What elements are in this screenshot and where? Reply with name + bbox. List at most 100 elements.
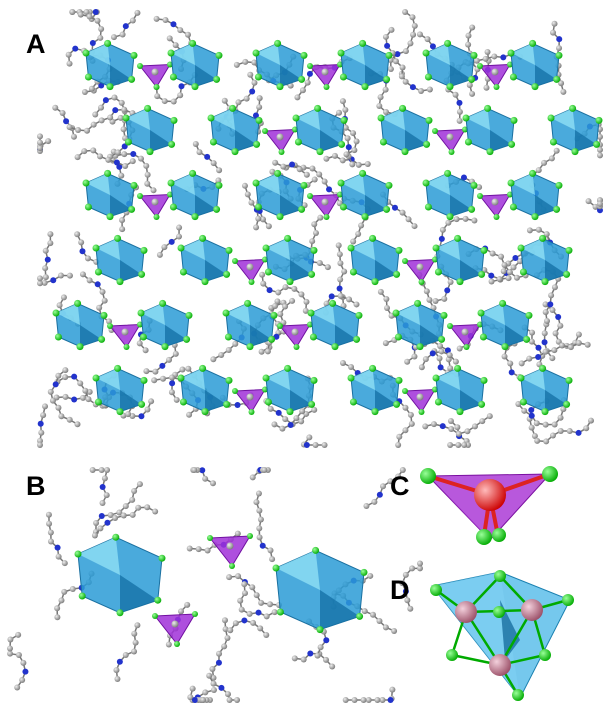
carbon-atom [169,389,175,395]
metal-atom [122,329,129,336]
ligand-atom [572,148,579,155]
carbon-atom [222,617,228,623]
ligand-atom [529,170,536,177]
ligand-atom [277,609,284,616]
carbon-atom [173,42,179,48]
panel-label: D [390,575,410,605]
ligand-atom [372,278,379,285]
carbon-atom [114,676,120,682]
carbon-atom [395,442,401,448]
nitrogen-atom [104,520,110,526]
carbon-atom [123,503,129,509]
carbon-atom [542,330,548,336]
carbon-atom [157,252,163,258]
carbon-atom [313,442,319,448]
ligand-atom [338,180,345,187]
nitrogen-atom [241,617,247,623]
carbon-atom [301,657,307,663]
nitrogen-atom [439,236,445,242]
carbon-atom [332,153,338,159]
carbon-atom [70,586,76,592]
carbon-atom [322,179,328,185]
ligand-atom [223,401,230,408]
carbon-atom [118,173,124,179]
carbon-atom [90,467,96,473]
ligand-atom [329,300,336,307]
metal-atom [322,199,329,206]
carbon-atom [323,657,329,663]
carbon-atom [380,483,386,489]
carbon-atom [402,9,408,15]
carbon-atom [131,488,137,494]
carbon-atom [527,227,533,233]
carbon-atom [383,624,389,630]
ligand-atom [312,547,319,554]
ligand-atom [399,105,406,112]
panel-d-structure [430,570,574,701]
ligand-atom [131,52,138,59]
ligand-atom [256,117,263,124]
carbon-atom [297,166,303,172]
carbon-atom [19,677,25,683]
ligand-atom [247,343,254,350]
ligand-atom [279,149,285,155]
carbon-atom [84,128,90,134]
carbon-atom [206,673,212,679]
ligand-atom [154,597,161,604]
ligand-atom [396,247,403,254]
ligand-atom [307,193,313,199]
ligand-atom [178,245,185,252]
nitrogen-atom [55,545,61,551]
ligand-atom [444,170,451,177]
ligand-atom [141,247,148,254]
tetrahedron [405,260,435,283]
carbon-atom [77,380,83,386]
carbon-atom [391,628,397,634]
ligand-atom [141,377,148,384]
ligand-atom [361,569,368,576]
carbon-atom [232,341,238,347]
nitrogen-atom [430,350,436,356]
carbon-atom [402,405,408,411]
ligand-atom [341,117,348,124]
carbon-atom [299,408,305,414]
carbon-atom [245,191,251,197]
nitrogen-atom [289,161,295,167]
tetrahedron [110,325,140,348]
carbon-atom [554,148,560,154]
carbon-atom [388,27,394,33]
ligand-atom [471,52,478,59]
carbon-atom [216,167,222,173]
carbon-atom [479,418,485,424]
ligand-atom [502,343,509,350]
nitrogen-atom [500,54,506,60]
carbon-atom [306,434,312,440]
ligand-atom [83,180,90,187]
nitrogen-atom [79,248,85,254]
carbon-atom [71,134,77,140]
nitrogen-atom [555,314,561,320]
carbon-atom [534,420,540,426]
nitrogen-atom [45,257,51,263]
ligand-atom [510,204,517,211]
carbon-atom [461,442,467,448]
ligand-atom [324,84,330,90]
carbon-atom [294,94,300,100]
carbon-atom [115,149,121,155]
metal-atom [277,134,284,141]
nitrogen-atom [326,186,332,192]
carbon-atom [99,117,105,123]
carbon-atom [536,227,542,233]
carbon-atom [256,104,262,110]
carbon-atom [138,156,144,162]
carbon-atom [255,216,261,222]
ligand-atom [114,235,121,242]
ligand-atom [77,343,84,350]
carbon-atom [247,611,253,617]
carbon-atom [329,663,335,669]
ligand-atom [393,401,400,408]
carbon-atom [544,318,550,324]
nitrogen-atom [542,339,548,345]
carbon-atom [447,352,453,358]
carbon-atom [42,403,48,409]
